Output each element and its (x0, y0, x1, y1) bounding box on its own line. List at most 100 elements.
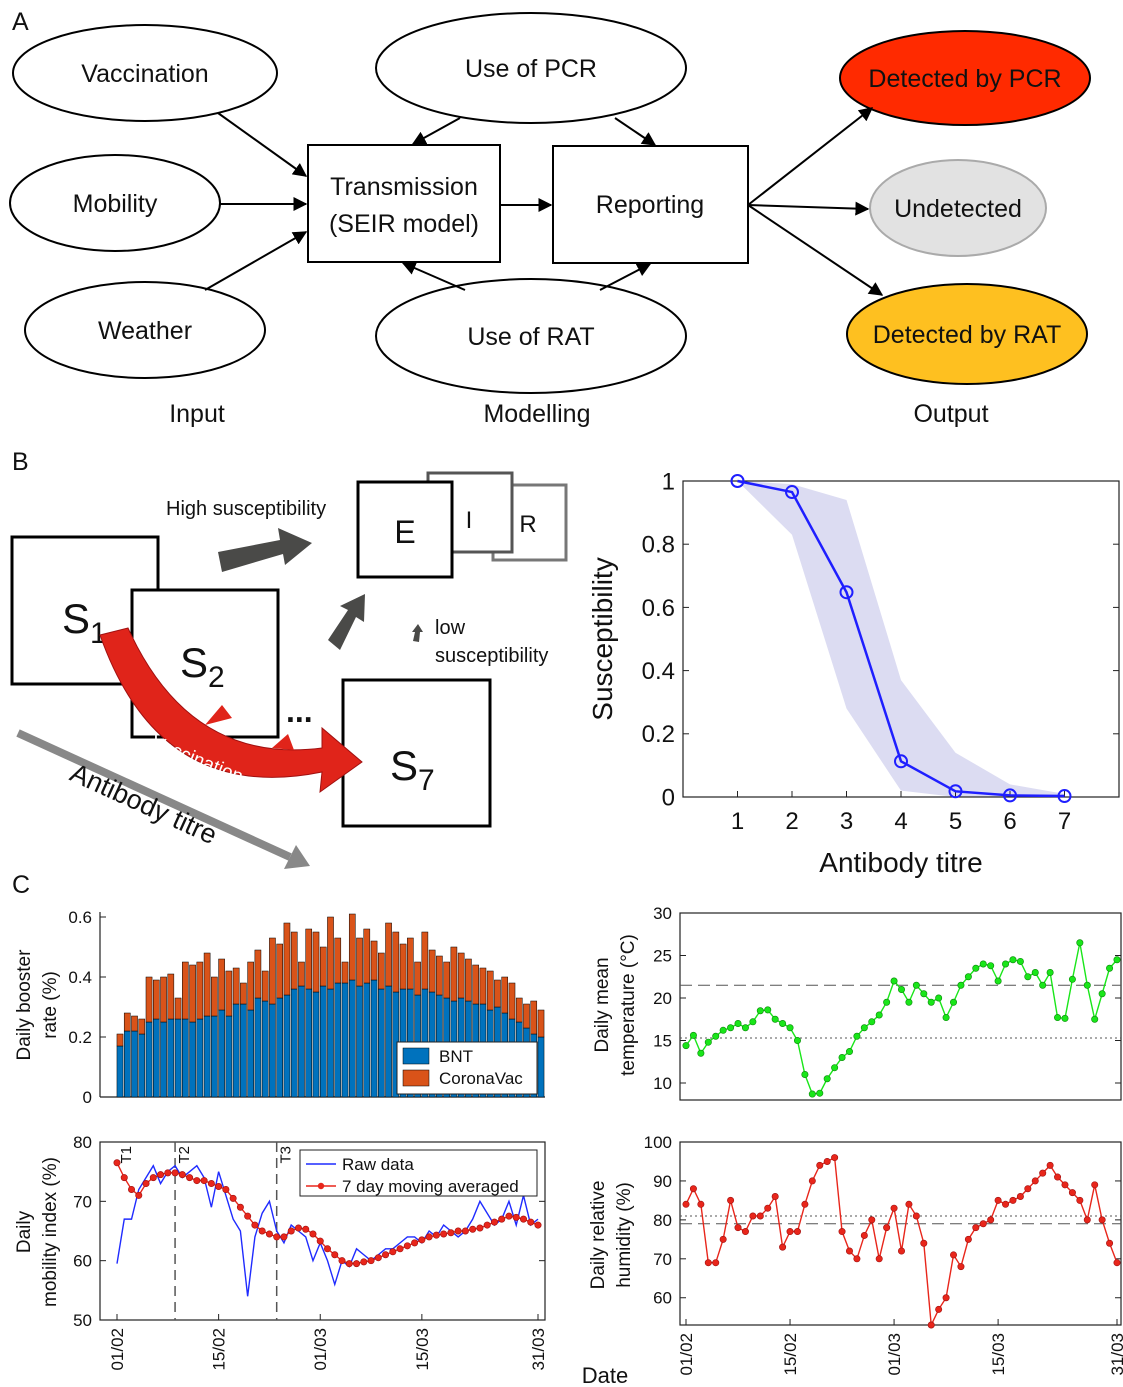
panel-b-diagram: B E I R S1 S2 S7 ... High susceptibility… (10, 448, 568, 869)
bar (189, 964, 196, 1023)
bar (334, 982, 342, 1098)
bar (254, 949, 262, 999)
point (894, 754, 908, 769)
point (287, 1227, 295, 1235)
y-axis-label: rate (%) (40, 971, 61, 1039)
arrow (599, 263, 652, 291)
x-tick-label: 31/03 (1108, 1333, 1123, 1376)
point (987, 962, 995, 970)
point (171, 1169, 179, 1177)
point (979, 960, 987, 968)
bar (160, 1021, 167, 1098)
bar (523, 1003, 530, 1029)
node (375, 12, 687, 124)
point (719, 1235, 727, 1243)
point (164, 1169, 172, 1177)
point (1098, 990, 1106, 998)
point (801, 1200, 809, 1208)
bar (211, 1015, 218, 1098)
point (950, 998, 958, 1006)
x-tick-label: 01/02 (677, 1333, 696, 1376)
point (1046, 1161, 1054, 1169)
point (302, 1225, 310, 1233)
bar (537, 1036, 545, 1098)
point (935, 994, 943, 1002)
bar (261, 970, 269, 1002)
y-tick-label: 0.6 (642, 595, 675, 622)
point (808, 1177, 816, 1185)
y-tick-label: 90 (653, 1172, 672, 1191)
bar (428, 949, 436, 993)
bar (167, 973, 175, 1020)
period-label: T1 (118, 1146, 135, 1164)
y-tick-label: 60 (653, 1289, 672, 1308)
bar (356, 937, 363, 987)
point (534, 1221, 542, 1229)
point (157, 1171, 165, 1179)
bar (472, 964, 479, 1005)
bar (196, 1018, 204, 1098)
node (12, 24, 278, 122)
bar (283, 922, 291, 996)
bar (138, 1018, 146, 1035)
bar (225, 970, 233, 1017)
legend-label: BNT (439, 1047, 473, 1066)
arrow (284, 845, 310, 869)
point (432, 1231, 440, 1239)
point (771, 1015, 779, 1023)
bar (145, 1021, 153, 1098)
point (868, 1018, 876, 1026)
bar (363, 928, 371, 984)
point (1031, 1177, 1039, 1185)
point (1113, 956, 1121, 964)
point (942, 1014, 950, 1022)
point (712, 1032, 720, 1040)
y-tick-label: 0.2 (642, 721, 675, 748)
panel-label: C (12, 871, 30, 899)
bar (537, 1009, 545, 1038)
point (200, 1177, 208, 1185)
point (823, 1075, 831, 1083)
point (251, 1221, 259, 1229)
y-tick-label: 30 (653, 904, 672, 923)
y-tick-label: 0.8 (642, 532, 675, 559)
bar (116, 1045, 124, 1098)
y-tick-label: 70 (73, 1192, 92, 1211)
point (1009, 956, 1017, 964)
bar (370, 940, 378, 981)
point (1024, 973, 1032, 981)
point (957, 981, 965, 989)
bar (145, 976, 153, 1023)
node-label: (SEIR model) (329, 210, 479, 238)
y-tick-label: 0.4 (68, 968, 92, 987)
point (193, 1177, 201, 1185)
point (1054, 1014, 1062, 1022)
point (1009, 1196, 1017, 1204)
y-tick-label: 20 (653, 989, 672, 1008)
point (215, 1183, 223, 1191)
x-axis-label: Date (582, 1363, 628, 1387)
point (779, 1019, 787, 1027)
point (697, 1200, 705, 1208)
bar (218, 958, 225, 1011)
point (178, 1171, 186, 1179)
point (1016, 957, 1024, 965)
point (236, 1203, 244, 1211)
annotation: High susceptibility (166, 498, 326, 520)
point (883, 1224, 891, 1232)
y-tick-label: 25 (653, 946, 672, 965)
x-tick-label: 2 (785, 808, 798, 835)
bar (269, 1003, 276, 1098)
legend-swatch (402, 1047, 430, 1065)
y-axis-label: Daily relative (588, 1181, 609, 1290)
bar (327, 916, 334, 990)
bar (486, 970, 494, 1011)
point (860, 1231, 868, 1239)
bar (276, 943, 283, 999)
axes-box (679, 912, 1122, 1101)
point (764, 1006, 772, 1014)
point (972, 964, 980, 972)
point (1098, 1216, 1106, 1224)
bar (218, 1009, 225, 1098)
y-tick-label: 15 (653, 1031, 672, 1050)
